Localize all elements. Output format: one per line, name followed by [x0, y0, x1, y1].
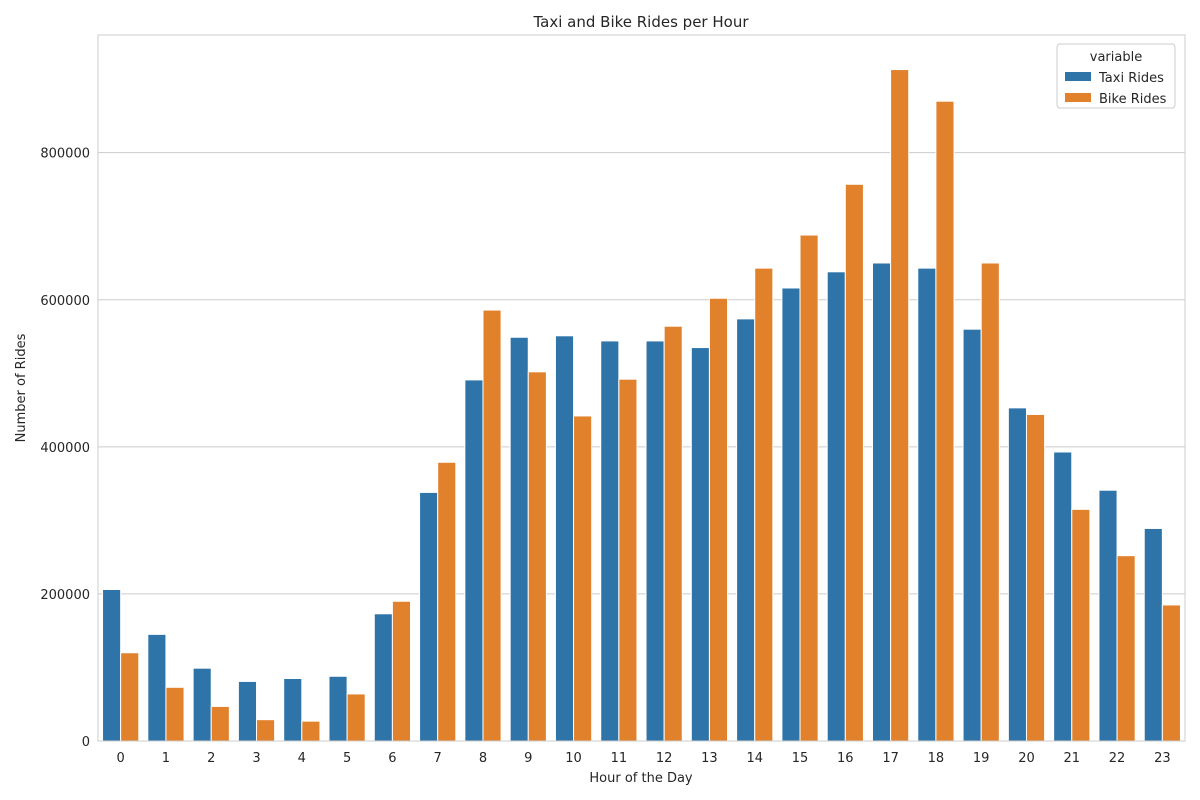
y-tick-label: 400000 [40, 441, 90, 456]
x-tick-label: 7 [434, 751, 442, 766]
y-tick-label: 0 [82, 735, 90, 750]
x-tick-label: 3 [252, 751, 260, 766]
x-tick-label: 22 [1109, 751, 1126, 766]
bar-taxi-rides-2 [192, 667, 212, 742]
bar-taxi-rides-10 [554, 335, 575, 742]
bar-taxi-rides-7 [419, 491, 439, 742]
bar-bike-rides-17 [890, 69, 910, 742]
x-tick-label: 6 [388, 751, 396, 766]
bar-bike-rides-23 [1161, 604, 1181, 742]
chart-title: Taxi and Bike Rides per Hour [532, 13, 749, 31]
x-tick-label: 11 [611, 751, 628, 766]
bar-bike-rides-19 [980, 262, 1000, 742]
bar-bike-rides-7 [437, 461, 457, 742]
legend-swatch [1065, 93, 1091, 102]
bar-bike-rides-3 [256, 719, 276, 742]
x-tick-label: 13 [701, 751, 718, 766]
x-tick-label: 1 [162, 751, 170, 766]
bar-bike-rides-16 [844, 183, 864, 742]
x-tick-label: 10 [565, 751, 582, 766]
bar-taxi-rides-15 [781, 287, 801, 742]
legend: variable Taxi Rides Bike Rides [1056, 43, 1176, 109]
bar-bike-rides-1 [165, 686, 185, 742]
legend-swatch [1065, 72, 1091, 81]
bar-taxi-rides-17 [871, 262, 892, 742]
x-tick-label: 23 [1154, 751, 1171, 766]
bar-bike-rides-20 [1025, 413, 1046, 742]
bar-bike-rides-10 [573, 415, 593, 742]
plot-frame [97, 34, 1186, 742]
x-tick-label: 18 [928, 751, 945, 766]
x-tick-label: 4 [298, 751, 306, 766]
x-axis-label: Hour of the Day [589, 771, 693, 786]
x-tick-label: 2 [207, 751, 215, 766]
x-tick-label: 8 [479, 751, 487, 766]
bar-bike-rides-11 [618, 378, 638, 742]
x-tick-label: 12 [656, 751, 673, 766]
x-tick-label: 0 [117, 751, 125, 766]
bar-taxi-rides-18 [917, 267, 937, 742]
bar-taxi-rides-6 [373, 613, 393, 742]
bar-taxi-rides-5 [328, 675, 348, 742]
y-tick-label: 200000 [40, 588, 90, 603]
bars [102, 69, 1181, 742]
bar-bike-rides-12 [663, 325, 683, 742]
x-tick-label: 16 [837, 751, 854, 766]
x-tick-label: 14 [746, 751, 763, 766]
legend-title: variable [1090, 50, 1142, 65]
bar-taxi-rides-12 [645, 340, 665, 742]
legend-box [1056, 43, 1176, 109]
bar-taxi-rides-4 [283, 677, 303, 742]
x-tick-label: 15 [792, 751, 809, 766]
y-axis-label: Number of Rides [14, 333, 29, 442]
bar-taxi-rides-20 [1007, 407, 1027, 742]
bar-bike-rides-9 [527, 371, 547, 742]
bar-bike-rides-18 [935, 100, 955, 742]
grid-lines [98, 152, 1185, 595]
x-tick-label: 5 [343, 751, 351, 766]
plot-border [97, 34, 1186, 742]
bar-bike-rides-13 [708, 297, 729, 742]
bar-taxi-rides-13 [690, 347, 710, 742]
bar-taxi-rides-22 [1098, 489, 1118, 742]
bar-bike-rides-2 [210, 705, 230, 742]
bar-taxi-rides-9 [509, 336, 529, 742]
bar-taxi-rides-8 [464, 379, 484, 742]
bar-bike-rides-22 [1116, 555, 1136, 742]
bar-taxi-rides-0 [102, 589, 122, 742]
bar-bike-rides-21 [1071, 508, 1091, 742]
y-tick-label: 800000 [40, 147, 90, 162]
bar-bike-rides-4 [301, 720, 321, 742]
bar-bike-rides-8 [482, 309, 502, 742]
y-tick-label: 600000 [40, 294, 90, 309]
bar-taxi-rides-11 [600, 340, 620, 742]
bar-bike-rides-14 [754, 267, 774, 742]
x-tick-label: 19 [973, 751, 990, 766]
bar-bike-rides-0 [120, 652, 140, 742]
bar-bike-rides-6 [391, 600, 412, 742]
bar-taxi-rides-16 [826, 271, 846, 742]
legend-label: Taxi Rides [1098, 71, 1164, 86]
bar-taxi-rides-1 [147, 633, 167, 742]
x-tick-label: 17 [882, 751, 899, 766]
bar-bike-rides-15 [799, 234, 819, 742]
bar-bike-rides-5 [346, 693, 366, 742]
bar-taxi-rides-3 [237, 680, 258, 742]
legend-label: Bike Rides [1099, 92, 1167, 107]
bar-taxi-rides-21 [1053, 451, 1073, 742]
bar-taxi-rides-14 [736, 318, 756, 742]
bar-taxi-rides-23 [1143, 527, 1163, 742]
x-tick-label: 9 [524, 751, 532, 766]
bar-taxi-rides-19 [962, 328, 982, 742]
x-tick-label: 20 [1018, 751, 1035, 766]
x-tick-label: 21 [1063, 751, 1080, 766]
